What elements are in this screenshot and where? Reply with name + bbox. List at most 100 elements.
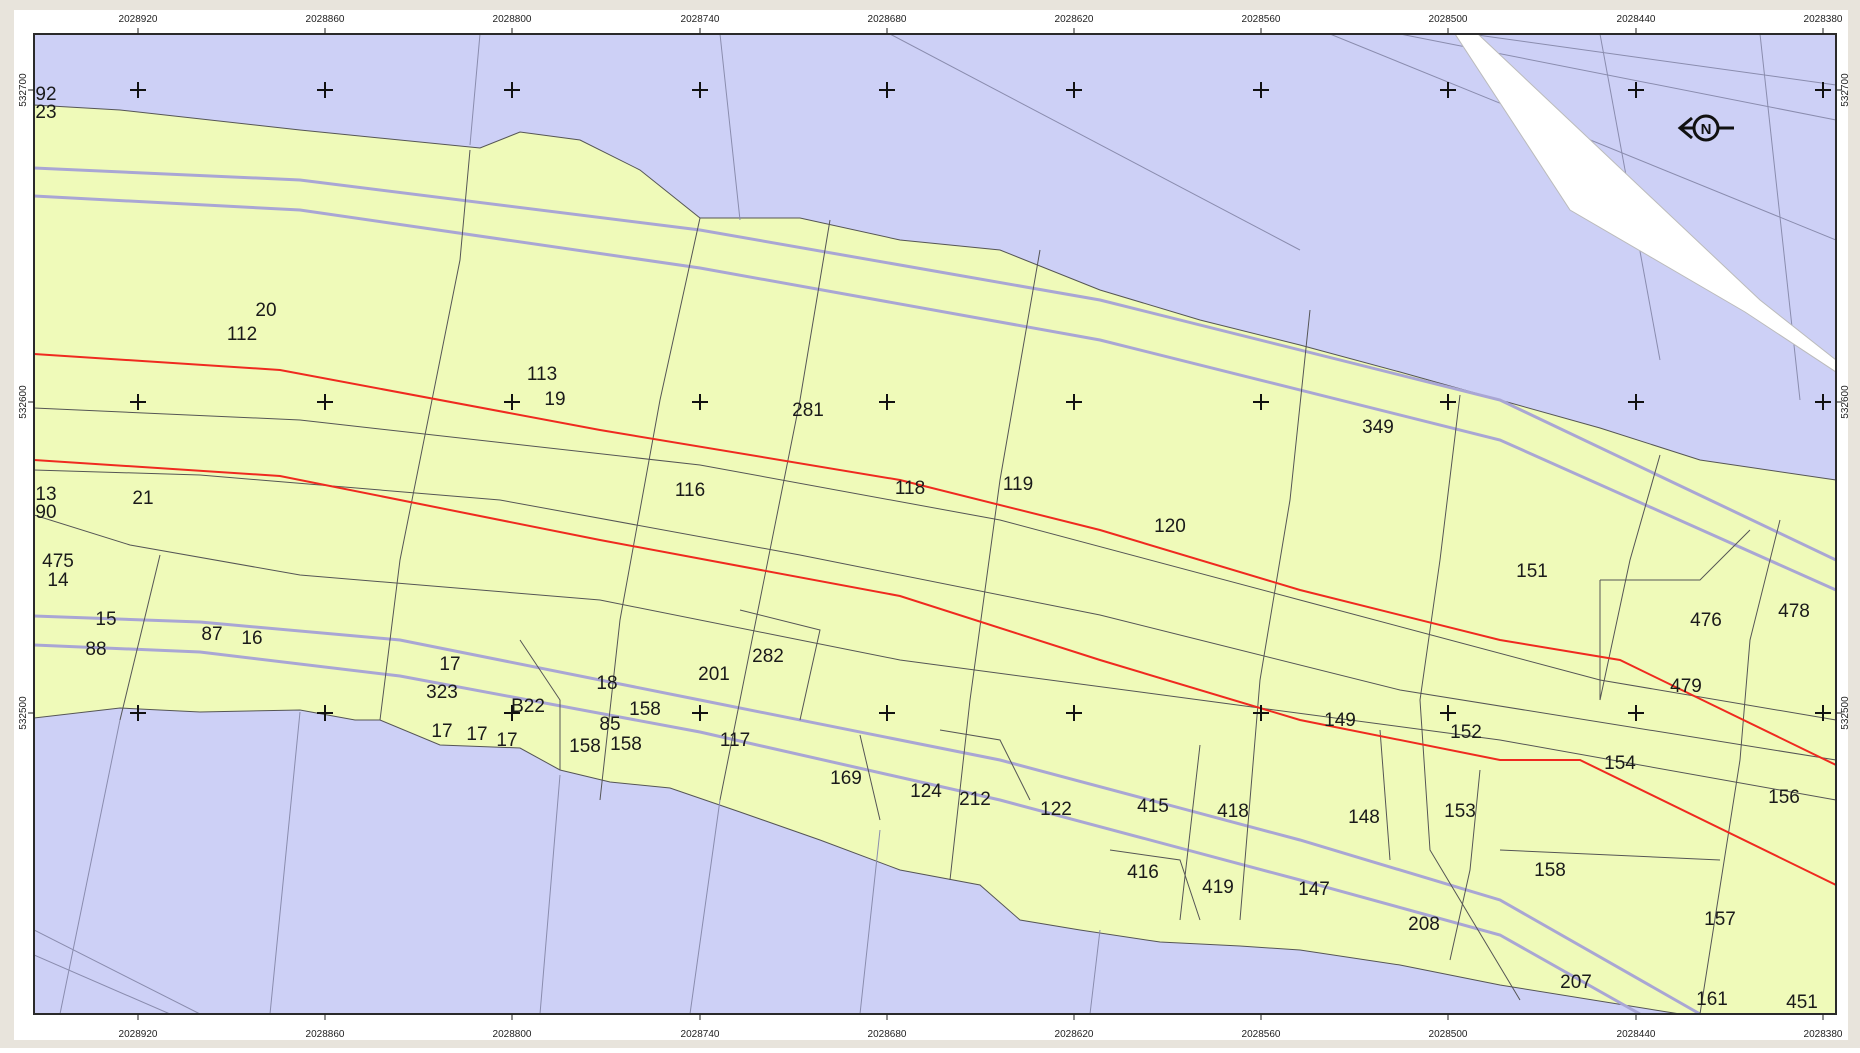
grid-cross <box>504 705 520 721</box>
grid-cross <box>1253 394 1269 410</box>
tick-label: 2028620 <box>1055 1029 1094 1040</box>
parcel-label: 88 <box>85 639 106 660</box>
tick-label: 2028380 <box>1804 1029 1843 1040</box>
parcel-label: 151 <box>1516 561 1548 582</box>
parcel-label: 147 <box>1298 879 1330 900</box>
grid-cross <box>1440 82 1456 98</box>
parcel-label: 87 <box>201 624 222 645</box>
grid-cross <box>130 82 146 98</box>
parcel-label: 157 <box>1704 909 1736 930</box>
grid-cross <box>130 705 146 721</box>
water-parcel-lines <box>34 34 1836 1014</box>
north-arrow-icon: N <box>1677 114 1734 142</box>
parcel-label: 282 <box>752 646 784 667</box>
parcel-label: 418 <box>1217 801 1249 822</box>
bottom-tick-labels: 2028920 2028860 2028800 2028740 2028680 20286… <box>119 1014 1843 1040</box>
top-tick-labels: 2028920 2028860 2028800 2028740 2028680 20286… <box>119 14 1843 34</box>
north-arrow-label: N <box>1701 121 1712 138</box>
tick-label: 532500 <box>1840 696 1851 730</box>
parcel-label: 124 <box>910 781 942 802</box>
parcel-label: 18 <box>596 673 617 694</box>
parcel-label: 122 <box>1040 799 1072 820</box>
parcel-label: 201 <box>698 664 730 685</box>
tick-label: 2028680 <box>868 1029 907 1040</box>
tick-label: 532600 <box>18 385 29 419</box>
parcel-label: 85 <box>599 714 620 735</box>
river-channel <box>1454 34 1836 373</box>
tick-label: 2028860 <box>306 14 345 25</box>
grid-cross <box>317 394 333 410</box>
parcel-lines <box>34 149 1836 1014</box>
tick-label: 2028560 <box>1242 14 1281 25</box>
parcel-label: 148 <box>1348 807 1380 828</box>
parcel-label: 17 <box>466 724 487 745</box>
grid-crosses <box>130 82 1831 721</box>
parcel-label: 16 <box>241 628 262 649</box>
tick-label: 532700 <box>1840 73 1851 107</box>
grid-cross <box>1066 394 1082 410</box>
grid-cross <box>1815 394 1831 410</box>
grid-cross <box>879 394 895 410</box>
parcel-label: 152 <box>1450 722 1482 743</box>
parcel-label: 158 <box>569 736 601 757</box>
grid-cross <box>1066 82 1082 98</box>
parcel-label: 323 <box>426 682 458 703</box>
parcel-label: 112 <box>227 324 257 345</box>
tick-label: 2028440 <box>1617 1029 1656 1040</box>
grid-cross <box>1440 705 1456 721</box>
grid-cross <box>692 82 708 98</box>
parcel-label: 207 <box>1560 972 1592 993</box>
road-lines <box>34 166 1836 1014</box>
parcel-label: 161 <box>1696 989 1728 1010</box>
parcel-label: 451 <box>1786 992 1818 1013</box>
parcel-label: 149 <box>1324 710 1356 731</box>
tick-label: 2028920 <box>119 14 158 25</box>
parcel-label: 92 <box>35 84 56 105</box>
parcel-label: 169 <box>830 768 862 789</box>
parcel-label: 17 <box>431 721 452 742</box>
land-area <box>34 104 1836 1014</box>
tick-label: 2028740 <box>681 1029 720 1040</box>
tick-label: 2028440 <box>1617 14 1656 25</box>
parcel-label: 117 <box>720 730 750 751</box>
tick-label: 2028680 <box>868 14 907 25</box>
parcel-label: 19 <box>544 389 565 410</box>
tick-label: 2028620 <box>1055 14 1094 25</box>
tick-label: 2028500 <box>1429 14 1468 25</box>
parcel-label: 478 <box>1778 601 1810 622</box>
grid-cross <box>130 394 146 410</box>
parcel-label: 90 <box>35 502 56 523</box>
tick-label: 2028860 <box>306 1029 345 1040</box>
parcel-label: 17 <box>496 730 517 751</box>
parcel-label: 20 <box>255 300 276 321</box>
parcel-label: 14 <box>47 570 69 591</box>
grid-cross <box>1440 394 1456 410</box>
grid-cross <box>692 705 708 721</box>
tick-label: 2028800 <box>493 14 532 25</box>
left-tick-labels: 532700 532600 532500 <box>18 73 34 730</box>
parcel-label: 416 <box>1127 862 1159 883</box>
parcel-label: 153 <box>1444 801 1476 822</box>
parcel-label: 158 <box>629 699 661 720</box>
parcel-label: 13 <box>35 484 56 505</box>
grid-cross <box>879 705 895 721</box>
parcel-label: 154 <box>1604 753 1636 774</box>
grid-cross <box>1815 82 1831 98</box>
parcel-label: 475 <box>42 551 74 572</box>
parcel-label: 281 <box>792 400 824 421</box>
grid-cross <box>504 394 520 410</box>
tick-label: 532500 <box>18 696 29 730</box>
grid-cross <box>1253 705 1269 721</box>
tick-label: 2028380 <box>1804 14 1843 25</box>
grid-cross <box>1253 82 1269 98</box>
parcel-label: 118 <box>895 478 925 499</box>
parcel-label: 156 <box>1768 787 1800 808</box>
right-tick-labels: 532700 532600 532500 <box>1836 73 1851 730</box>
tick-label: 2028560 <box>1242 1029 1281 1040</box>
parcel-label: 113 <box>527 364 557 385</box>
grid-cross <box>317 705 333 721</box>
parcel-label: 212 <box>959 789 991 810</box>
parcel-label: 476 <box>1690 610 1722 631</box>
